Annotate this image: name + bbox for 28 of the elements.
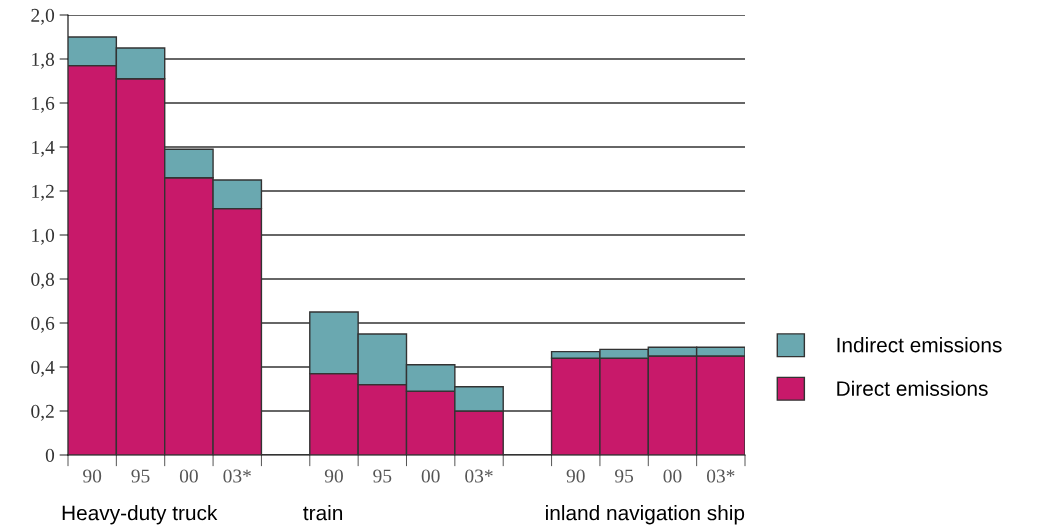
x-tick-label: 03* bbox=[706, 469, 735, 483]
text: Heavy-duty truck bbox=[62, 505, 218, 525]
legend-label: Indirect emissions bbox=[837, 337, 1002, 353]
x-tick-label: 03* bbox=[223, 469, 251, 483]
x-tick-label: 00 bbox=[663, 469, 682, 483]
text: inland navigation ship bbox=[546, 505, 745, 525]
x-tick-label: 90 bbox=[566, 469, 585, 483]
y-tick-label: 1,4 bbox=[32, 140, 55, 157]
text: train bbox=[303, 505, 343, 521]
y-tick-label: 1,0 bbox=[32, 228, 55, 245]
x-tick-label: 95 bbox=[131, 469, 150, 483]
y-tick-label: 0,2 bbox=[31, 404, 54, 421]
y-tick-label: 0,4 bbox=[31, 360, 55, 377]
x-tick-label: 95 bbox=[615, 469, 634, 483]
x-tick-label: 95 bbox=[373, 469, 392, 483]
y-tick-label: 2,0 bbox=[31, 8, 55, 25]
y-tick-label: 1,6 bbox=[32, 96, 55, 113]
x-tick-label: 03* bbox=[465, 469, 493, 483]
y-tick-label: 1,2 bbox=[32, 184, 54, 201]
y-tick-label: 1,8 bbox=[32, 52, 55, 69]
y-tick-label: 0,6 bbox=[31, 316, 55, 333]
x-tick-label: 90 bbox=[324, 469, 343, 483]
y-tick-label: 0 bbox=[45, 448, 55, 462]
x-tick-label: 00 bbox=[421, 469, 440, 483]
y-tick-label: 0,8 bbox=[31, 272, 55, 289]
legend-label: Direct emissions bbox=[837, 380, 988, 396]
x-tick-label: 90 bbox=[83, 469, 102, 483]
x-tick-label: 00 bbox=[179, 469, 198, 483]
